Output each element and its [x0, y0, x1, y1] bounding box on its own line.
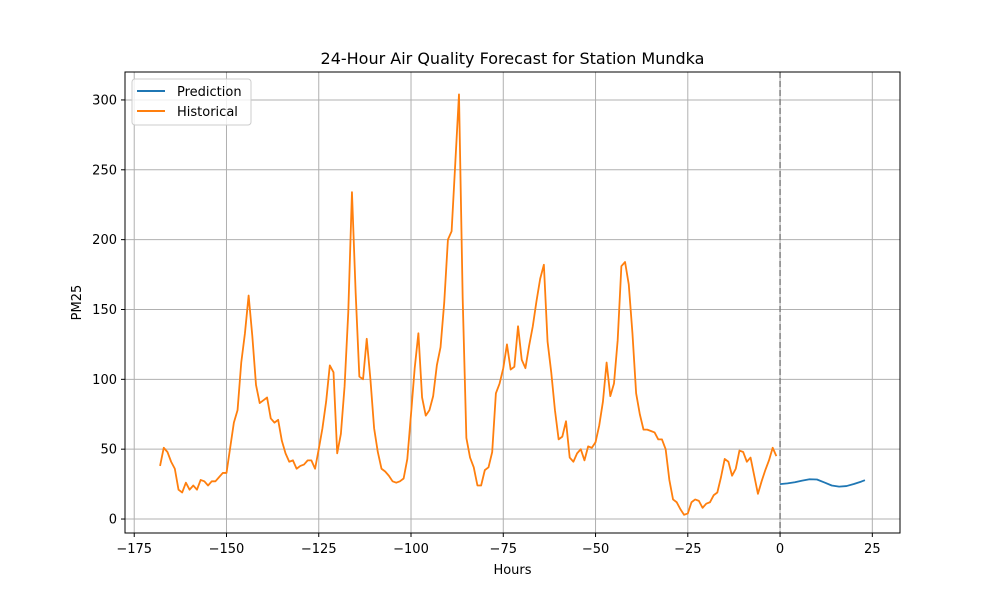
- series-line-prediction: [779, 478, 866, 488]
- x-tick-label: −100: [393, 542, 429, 557]
- series-lines: [159, 93, 866, 516]
- y-tick-label: 0: [109, 513, 117, 528]
- x-tick-label: −125: [301, 542, 337, 557]
- y-tick-label: 50: [100, 443, 117, 458]
- series-line-historical: [159, 93, 778, 516]
- y-axis-label: PM25: [70, 285, 85, 321]
- y-tick-label: 100: [92, 373, 117, 388]
- x-tick-label: −50: [582, 542, 609, 557]
- y-tick-label: 250: [92, 163, 117, 178]
- y-tick-label: 200: [92, 233, 117, 248]
- axis-ticks: −175 −150 −125 −100 −75 −50 −25 0 25050100150200…: [92, 93, 880, 557]
- chart-title: 24-Hour Air Quality Forecast for Station…: [321, 49, 705, 68]
- x-tick-label: −175: [116, 542, 152, 557]
- x-tick-label: 25: [864, 542, 881, 557]
- legend: Prediction Historical: [131, 78, 252, 126]
- x-tick-label: −150: [209, 542, 245, 557]
- x-tick-label: −75: [490, 542, 517, 557]
- y-tick-label: 300: [92, 93, 117, 108]
- x-axis-label: Hours: [493, 563, 531, 578]
- legend-label: Prediction: [177, 85, 242, 100]
- y-tick-label: 150: [92, 303, 117, 318]
- legend-label: Historical: [177, 105, 238, 120]
- plot-frame: [124, 71, 901, 534]
- x-tick-label: 0: [776, 542, 784, 557]
- x-tick-label: −25: [674, 542, 701, 557]
